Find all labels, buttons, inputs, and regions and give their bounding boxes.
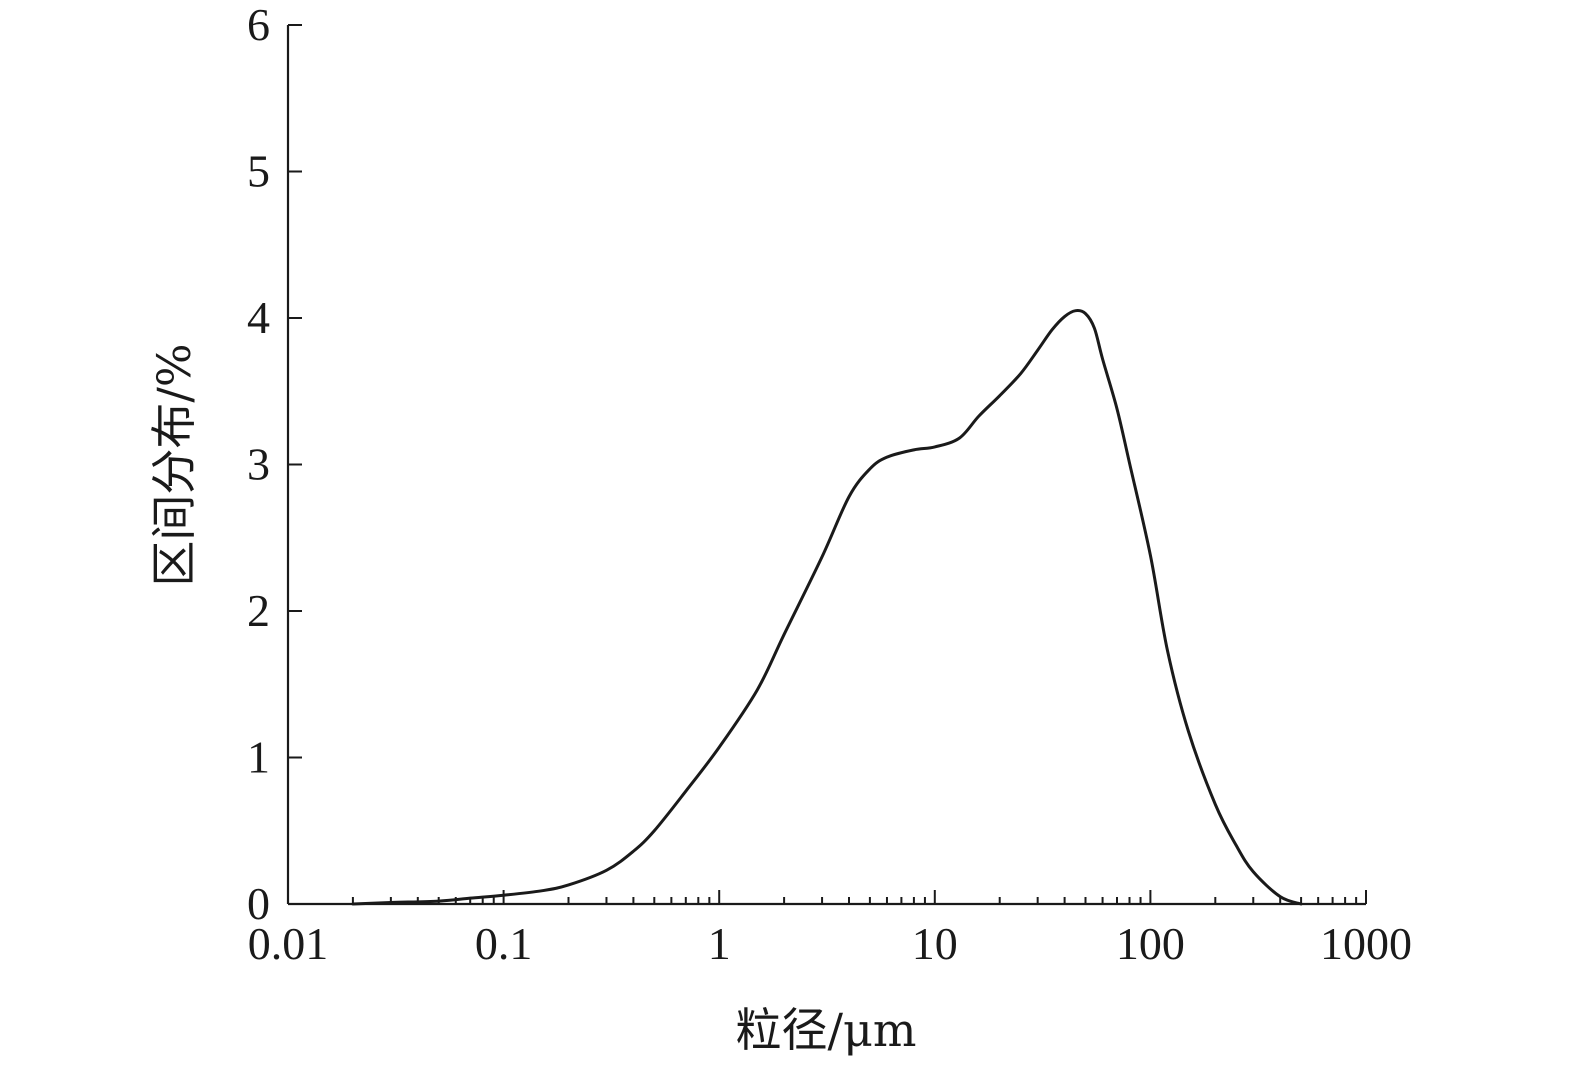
y-tick-label: 3 — [247, 439, 270, 490]
y-tick-label: 6 — [247, 0, 270, 50]
y-tick-label: 5 — [247, 146, 270, 197]
x-tick-label: 0.1 — [475, 918, 533, 969]
x-tick-label: 100 — [1116, 918, 1185, 969]
y-tick-label: 0 — [247, 878, 270, 929]
x-tick-label: 1 — [708, 918, 731, 969]
y-tick-label: 4 — [247, 292, 270, 343]
x-tick-label: 0.01 — [248, 918, 329, 969]
distribution-curve — [351, 309, 1303, 906]
y-tick-label: 2 — [247, 585, 270, 636]
y-axis-title: 区间分布/% — [147, 343, 201, 586]
x-tick-label: 1000 — [1320, 918, 1412, 969]
y-tick-label: 1 — [247, 732, 270, 783]
plot-area: 0 1 2 3 4 5 6 0.01 0.1 1 10 100 1000 — [247, 0, 1412, 969]
x-axis-title: 粒径/μm — [735, 1003, 916, 1057]
x-tick-label: 10 — [912, 918, 958, 969]
